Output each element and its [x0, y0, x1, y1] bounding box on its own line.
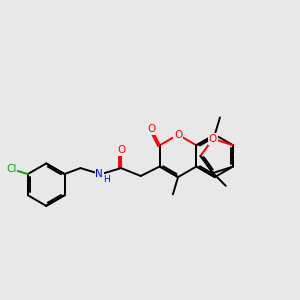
- Text: O: O: [148, 124, 156, 134]
- Text: H: H: [103, 175, 110, 184]
- Text: O: O: [117, 145, 125, 155]
- Text: O: O: [174, 130, 182, 140]
- Text: N: N: [95, 169, 103, 179]
- Text: O: O: [209, 134, 217, 144]
- Text: Cl: Cl: [6, 164, 16, 174]
